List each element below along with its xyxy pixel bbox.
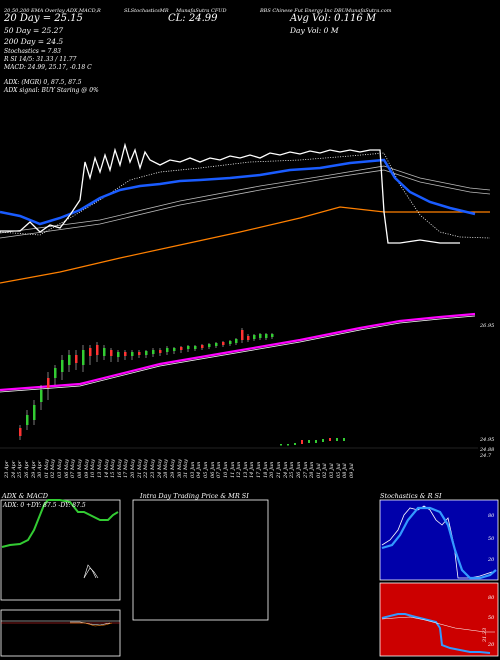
header-company: BBS Chinese Fut Energy Inc DBUMunafaSutr… bbox=[260, 8, 392, 14]
rsi-panel bbox=[379, 582, 499, 657]
intraday-panel-title: Intra Day Trading Price & MR SI bbox=[140, 492, 249, 500]
stoch-tick-20: 20 bbox=[488, 557, 495, 563]
rsi-signal bbox=[381, 616, 495, 633]
header-ema-overlay: 20,50,200 EMA Overlay ADX,MACD,R bbox=[4, 8, 101, 14]
rsi-tick-80: 80 bbox=[488, 595, 495, 601]
rsi-readout: 31.33 bbox=[482, 627, 489, 643]
macd-value: MACD: 24.99, 25.17, -0.18 C bbox=[4, 64, 92, 71]
stoch-d-line bbox=[381, 506, 497, 580]
price-axis-lower2: 24.88 bbox=[480, 447, 495, 453]
price-axis-lower3: 24.7 bbox=[480, 453, 492, 459]
adx-value: ADX: (MGR) 0, 87.5, 87.5 bbox=[4, 79, 82, 86]
adx-signal: ADX signal: BUY Staring @ 0% bbox=[4, 87, 99, 94]
macd-panel bbox=[0, 609, 121, 657]
macd-line bbox=[70, 622, 113, 627]
adx-panel-title: ADX & MACD bbox=[2, 492, 48, 500]
trend-line-1 bbox=[0, 169, 491, 239]
price-axis-lower1: 24.95 bbox=[480, 437, 495, 443]
macd-signal bbox=[70, 621, 111, 626]
sma-20-label: 20 Day = 25.15 bbox=[4, 13, 83, 24]
sma-50-label: 50 Day = 25.27 bbox=[4, 26, 64, 35]
stoch-tick-80: 80 bbox=[488, 513, 495, 519]
rsi-value: R SI 14/5: 31.33 / 11.77 bbox=[4, 56, 77, 63]
stoch-tick-50: 50 bbox=[488, 536, 495, 542]
envelope-upper bbox=[0, 312, 476, 392]
header-stochastics-link[interactable]: SLStochasticsMR bbox=[124, 8, 169, 14]
rsi-tick-20: 20 bbox=[488, 642, 495, 648]
rsi-tick-50: 50 bbox=[488, 615, 495, 621]
avg-volume: Avg Vol: 0.116 M bbox=[290, 13, 377, 24]
adx-line bbox=[1, 499, 119, 548]
candlesticks bbox=[19, 328, 345, 446]
intraday-panel bbox=[132, 499, 269, 621]
envelope-lower bbox=[0, 315, 476, 393]
price-line bbox=[0, 142, 460, 244]
sma-200-label: 200 Day = 24.5 bbox=[4, 37, 64, 46]
di-line-1 bbox=[83, 564, 97, 579]
stoch-k-line bbox=[381, 505, 493, 579]
adx-panel bbox=[0, 499, 121, 601]
adx-readout: ADX: 0 +DY: 87.5 -DY: 87.5 bbox=[3, 502, 86, 509]
stoch-panel-title: Stochastics & R SI bbox=[380, 492, 442, 500]
close-price: CL: 24.99 bbox=[168, 13, 218, 24]
ema-200-line bbox=[0, 206, 490, 284]
day-volume: Day Vol: 0 M bbox=[290, 26, 339, 35]
trend-line-2 bbox=[0, 165, 491, 234]
di-line-2 bbox=[83, 567, 99, 579]
price-axis-upper: 26.95 bbox=[480, 323, 495, 329]
rsi-line bbox=[381, 613, 491, 654]
stochastics-panel bbox=[379, 499, 499, 581]
stochastics-value: Stochastics = 7.83 bbox=[4, 48, 61, 55]
header-ticker-link[interactable]: MunafaSutra CFUD bbox=[176, 8, 227, 14]
